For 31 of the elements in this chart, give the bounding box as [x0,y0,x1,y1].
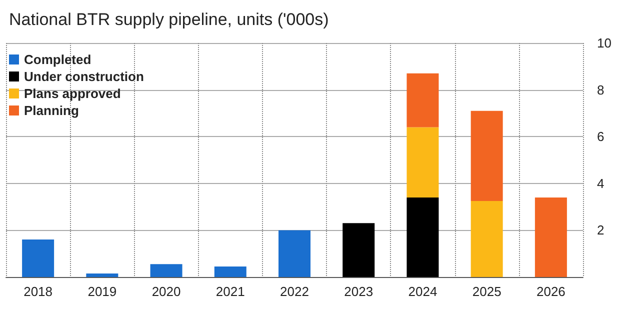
y-tick-label: 2 [597,222,604,238]
bar [214,266,246,277]
x-tick-label: 2019 [88,284,117,299]
legend-label: Under construction [24,69,144,84]
x-tick-label: 2022 [280,284,309,299]
bar [406,73,439,128]
bar [470,200,503,277]
bar [534,197,567,277]
bar [150,264,182,277]
bar [22,240,54,277]
bar [342,223,375,277]
bar [406,127,439,198]
x-tick-label: 2020 [152,284,181,299]
y-tick-label: 6 [597,129,604,144]
x-tick-label: 2018 [24,284,53,299]
legend-label: Planning [24,103,79,118]
y-tick-label: 8 [597,82,604,98]
y-tick-label: 10 [597,36,612,50]
legend-label: Completed [24,52,92,67]
bar [406,197,439,277]
chart-title: National BTR supply pipeline, units ('000s) [9,10,329,29]
x-tick-label: 2026 [536,284,566,299]
x-tick-label: 2025 [472,284,502,299]
x-tick-label: 2024 [408,284,438,299]
bar [278,230,310,277]
y-tick-label: 4 [597,176,604,191]
x-tick-label: 2021 [216,284,245,299]
bar [470,110,503,201]
legend-label: Plans approved [24,86,121,101]
x-tick-label: 2023 [344,284,374,299]
bar [86,273,118,277]
